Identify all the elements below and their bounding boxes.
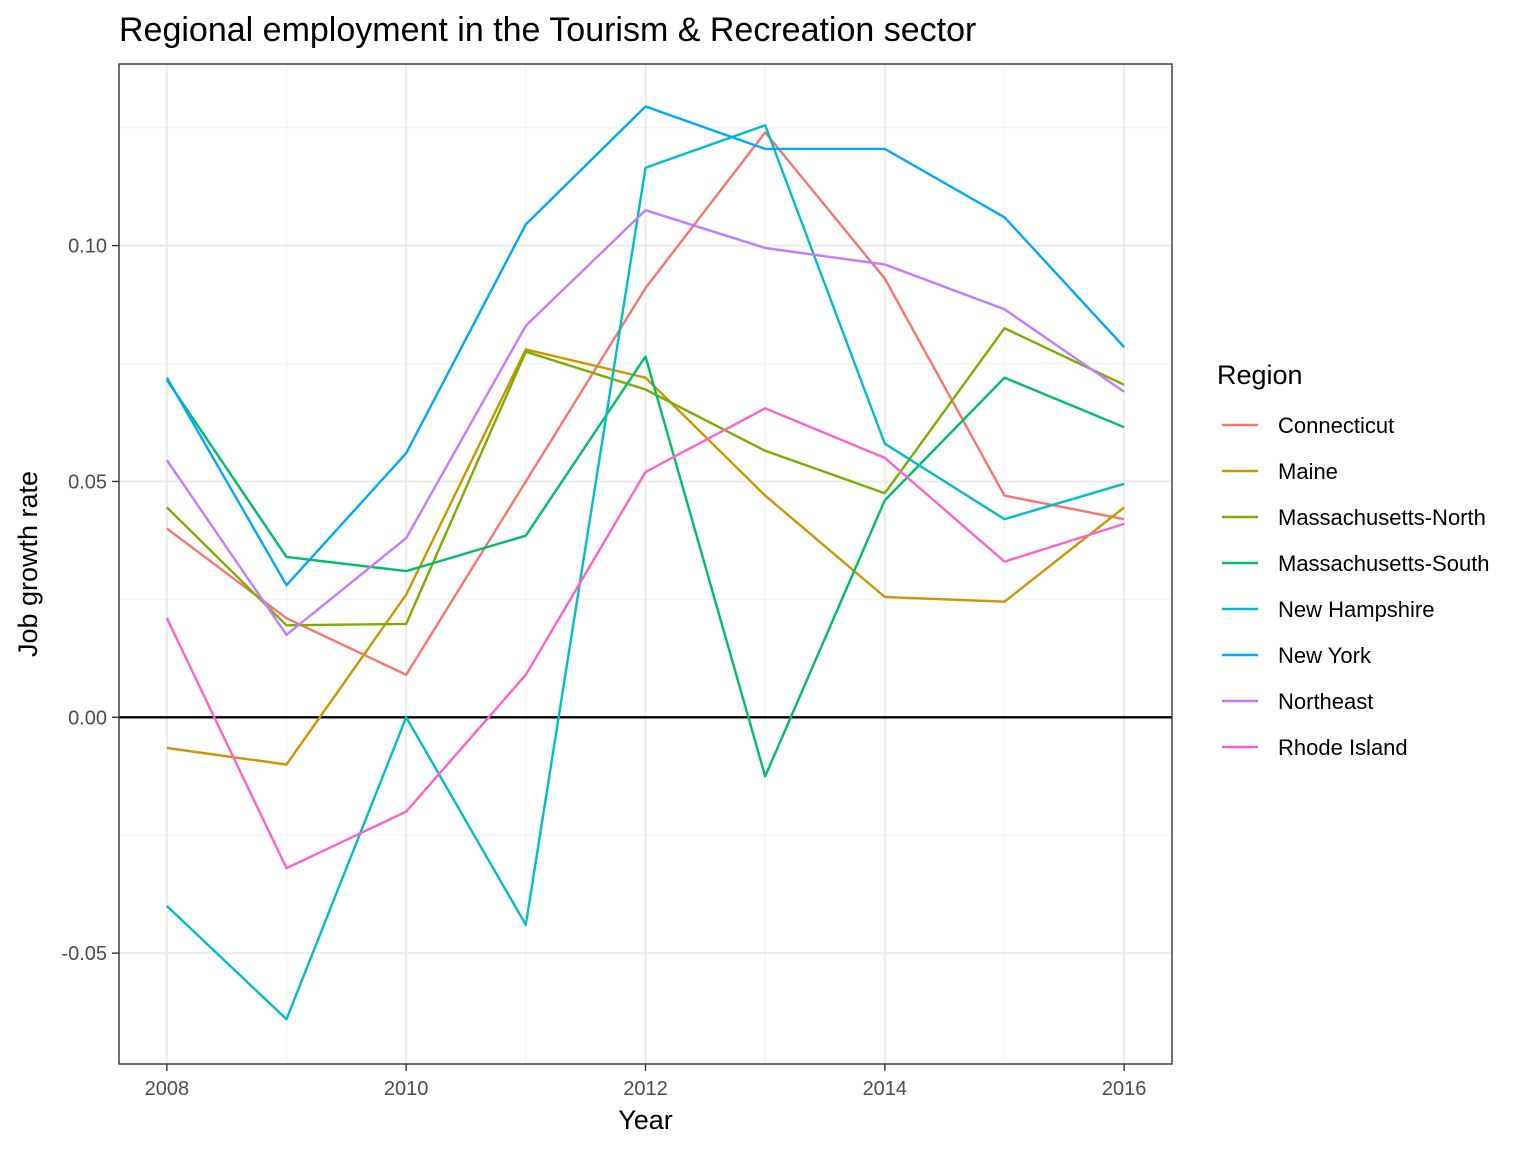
legend-item: New Hampshire <box>1222 597 1435 622</box>
legend-label: New Hampshire <box>1278 597 1435 622</box>
series-line-connecticut <box>166 131 1125 676</box>
legend-label: New York <box>1278 643 1372 668</box>
chart-title: Regional employment in the Tourism & Rec… <box>119 11 976 49</box>
series-line-massachusetts-north <box>166 327 1125 627</box>
y-tick-label: -0.05 <box>61 943 107 965</box>
legend-label: Connecticut <box>1278 413 1394 438</box>
legend-title: Region <box>1217 360 1303 390</box>
legend-item: Maine <box>1222 459 1338 484</box>
legend-label: Maine <box>1278 459 1338 484</box>
legend-items: Connecticut Maine Massachusetts-North Massa… <box>1222 413 1490 760</box>
y-tick-label: 0.10 <box>68 236 107 258</box>
legend-item: New York <box>1222 643 1372 668</box>
series-line-maine <box>166 348 1125 766</box>
y-tick-label: 0.05 <box>68 471 107 493</box>
series-line-massachusetts-south <box>165 355 1125 778</box>
y-axis-ticks: -0.05 0.00 0.05 0.10 <box>61 236 119 965</box>
legend-label: Rhode Island <box>1278 735 1408 760</box>
series-line-new-hampshire <box>166 124 1125 1021</box>
legend-item: Northeast <box>1222 689 1373 714</box>
series-line-rhode-island <box>165 407 1125 870</box>
series-line-northeast <box>165 208 1125 636</box>
x-tick-label: 2014 <box>863 1078 908 1100</box>
x-tick-label: 2012 <box>623 1078 668 1100</box>
legend-item: Connecticut <box>1222 413 1394 438</box>
x-tick-label: 2016 <box>1102 1078 1147 1100</box>
legend-label: Massachusetts-South <box>1278 551 1490 576</box>
y-tick-label: 0.00 <box>68 707 107 729</box>
legend: Region Connecticut Maine Massachusetts-Nor… <box>1217 360 1490 760</box>
legend-item: Rhode Island <box>1222 735 1408 760</box>
series-lines <box>165 105 1125 1021</box>
legend-label: Massachusetts-North <box>1278 505 1486 530</box>
x-tick-label: 2008 <box>145 1078 190 1100</box>
major-gridlines <box>119 64 1172 1064</box>
legend-item: Massachusetts-North <box>1222 505 1486 530</box>
y-axis-title: Job growth rate <box>13 471 43 657</box>
legend-item: Massachusetts-South <box>1222 551 1490 576</box>
legend-label: Northeast <box>1278 689 1373 714</box>
x-axis-title: Year <box>618 1105 673 1135</box>
x-tick-label: 2010 <box>384 1078 429 1100</box>
x-axis-ticks: 2008 2010 2012 2014 2016 <box>145 1064 1147 1100</box>
series-line-new-york <box>165 105 1125 587</box>
